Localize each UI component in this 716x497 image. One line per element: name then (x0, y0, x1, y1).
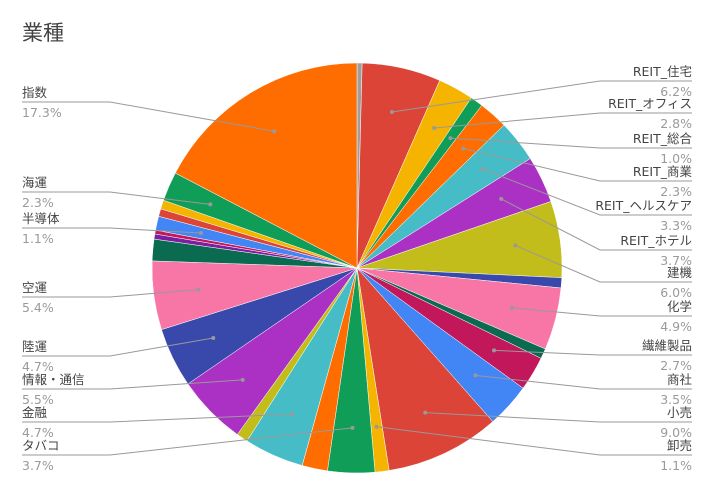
leader-line (22, 379, 243, 390)
slice-label: 繊維製品 (642, 338, 692, 353)
leader-line (500, 198, 692, 251)
slice-label: 陸運 (22, 339, 48, 354)
slice-label: 海運 (22, 175, 48, 190)
slice-value-label: 1.0% (660, 151, 692, 166)
slice-label: REIT_総合 (633, 131, 693, 146)
slice-label: 情報・通信 (22, 372, 85, 387)
leader-dot (289, 412, 294, 417)
slice-value-label: 6.0% (660, 285, 692, 300)
leader-dot (499, 196, 504, 201)
pie-slice (174, 62, 358, 269)
leader-line (22, 289, 199, 298)
leader-dot (198, 231, 203, 236)
leader-line (475, 374, 692, 390)
slice-label: REIT_オフィス (608, 96, 692, 111)
slice-label: 指数 (22, 85, 48, 100)
leader-dot (272, 129, 277, 134)
leader-line (391, 80, 692, 113)
leader-dot (448, 136, 453, 141)
leader-dot (480, 167, 485, 172)
slice-value-label: 2.3% (660, 184, 692, 199)
slice-value-label: 5.4% (22, 300, 54, 315)
leader-line (515, 244, 692, 283)
leader-dot (513, 243, 518, 248)
slice-value-label: 2.7% (660, 358, 692, 373)
slice-label: 金融 (22, 405, 48, 420)
slice-value-label: 17.3% (22, 105, 62, 120)
slice-value-label: 2.8% (660, 116, 692, 131)
leader-line (450, 137, 692, 149)
slice-label: タバコ (22, 438, 60, 453)
leader-dot (509, 305, 514, 310)
slice-value-label: 6.2% (660, 84, 692, 99)
slice-value-label: 5.5% (22, 392, 54, 407)
leader-line (425, 412, 692, 423)
leader-dot (374, 424, 379, 429)
slice-value-label: 3.3% (660, 218, 692, 233)
slice-value-label: 9.0% (660, 425, 692, 440)
leader-dot (461, 146, 466, 151)
leader-dot (389, 109, 394, 114)
slice-label: 空運 (22, 280, 48, 295)
slice-value-label: 4.7% (22, 359, 54, 374)
leader-line (22, 427, 353, 456)
slice-label: REIT_商業 (633, 164, 693, 179)
slice-label: 小売 (667, 405, 692, 420)
leader-line (434, 112, 692, 129)
slice-label: 化学 (667, 299, 692, 314)
leader-line (482, 168, 692, 216)
slice-value-label: 2.3% (22, 195, 54, 210)
leader-line (463, 148, 692, 182)
slice-label: 建機 (667, 265, 693, 280)
leader-dot (423, 410, 428, 415)
leader-dot (432, 125, 437, 130)
slice-value-label: 4.7% (22, 425, 54, 440)
leader-dot (196, 287, 201, 292)
slice-value-label: 3.7% (22, 458, 54, 473)
leader-dot (492, 348, 497, 353)
leader-dot (208, 202, 213, 207)
slice-value-label: 3.7% (660, 253, 692, 268)
slice-value-label: 3.5% (660, 392, 692, 407)
leader-line (22, 413, 293, 423)
leader-dot (240, 377, 245, 382)
leader-line (22, 227, 201, 234)
leader-line (376, 426, 692, 456)
slice-value-label: 1.1% (22, 231, 54, 246)
leader-line (511, 307, 692, 317)
slice-value-label: 1.1% (660, 458, 692, 473)
slice-label: 卸売 (667, 438, 692, 453)
slice-label: 半導体 (22, 211, 60, 226)
leader-line (22, 191, 211, 205)
leader-dot (350, 425, 355, 430)
slice-label: REIT_住宅 (633, 64, 692, 79)
leader-line (494, 349, 692, 356)
leader-line (22, 101, 275, 132)
leader-dot (473, 373, 478, 378)
slice-value-label: 4.9% (660, 319, 692, 334)
pie-slice (356, 267, 494, 471)
leader-dot (211, 336, 216, 341)
slice-label: REIT_ヘルスケア (595, 198, 692, 213)
slice-label: 商社 (667, 372, 692, 387)
slice-label: REIT_ホテル (620, 233, 692, 248)
leader-line (22, 337, 214, 357)
chart-title: 業種 (22, 21, 64, 45)
